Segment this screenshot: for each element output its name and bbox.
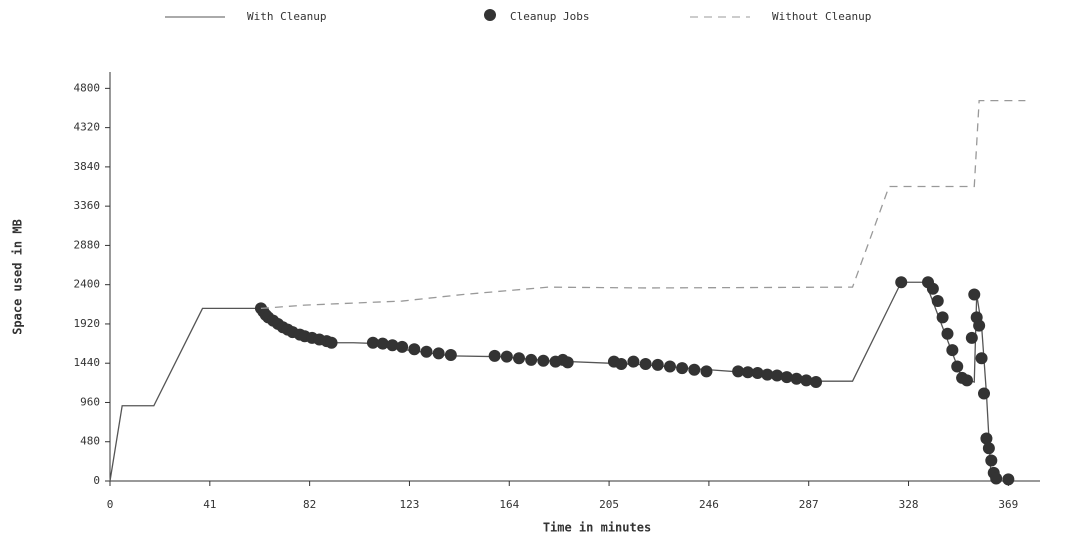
y-axis-label: Space used in MB xyxy=(11,219,25,335)
cleanup-job-point xyxy=(651,358,664,371)
cleanup-job-point xyxy=(978,387,991,400)
cleanup-job-point xyxy=(676,362,689,375)
cleanup-job-point xyxy=(946,344,959,357)
y-tick-label: 1440 xyxy=(74,356,101,369)
cleanup-job-point xyxy=(444,349,457,362)
x-tick-label: 82 xyxy=(303,498,316,511)
x-tick-label: 123 xyxy=(400,498,420,511)
cleanup-job-point xyxy=(432,347,445,360)
cleanup-job-point xyxy=(985,454,998,467)
series-line xyxy=(109,281,1009,482)
cleanup-job-point xyxy=(396,340,409,353)
cleanup-job-point xyxy=(537,354,550,367)
x-tick-label: 164 xyxy=(499,498,519,511)
cleanup-job-point xyxy=(780,371,793,384)
cleanup-job-point xyxy=(408,343,421,356)
cleanup-job-point xyxy=(376,337,389,350)
cleanup-job-point xyxy=(615,358,628,371)
series-line xyxy=(260,99,1026,310)
x-axis-label: Time in minutes xyxy=(543,521,651,535)
cleanup-job-point xyxy=(700,365,713,378)
cleanup-job-point xyxy=(936,311,949,324)
x-tick-label: 205 xyxy=(599,498,619,511)
x-tick-label: 246 xyxy=(699,498,719,511)
x-tick-label: 328 xyxy=(899,498,919,511)
y-tick-label: 480 xyxy=(80,435,100,448)
y-tick-label: 0 xyxy=(93,474,100,487)
cleanup-job-point xyxy=(639,358,652,371)
y-tick-label: 1920 xyxy=(74,317,101,330)
cleanup-job-point xyxy=(741,366,754,379)
cleanup-job-point xyxy=(975,352,988,365)
cleanup-job-point xyxy=(761,368,774,381)
cleanup-job-point xyxy=(688,363,701,376)
cleanup-job-point xyxy=(960,374,973,387)
cleanup-job-point xyxy=(895,276,908,289)
cleanup-job-point xyxy=(941,327,954,340)
legend-marker xyxy=(484,9,496,21)
cleanup-job-point xyxy=(800,374,813,387)
cleanup-job-point xyxy=(973,319,986,332)
cleanup-job-point xyxy=(513,352,526,365)
cleanup-job-point xyxy=(968,288,981,301)
x-tick-label: 0 xyxy=(107,498,114,511)
cleanup-job-point xyxy=(790,372,803,385)
cleanup-job-point xyxy=(732,365,745,378)
legend-label: With Cleanup xyxy=(247,10,326,23)
y-tick-label: 2880 xyxy=(74,238,101,251)
cleanup-job-point xyxy=(325,336,338,349)
y-tick-label: 3840 xyxy=(74,160,101,173)
cleanup-job-point xyxy=(990,472,1003,485)
cleanup-job-point xyxy=(951,360,964,373)
cleanup-job-point xyxy=(751,367,764,380)
cleanup-job-point xyxy=(771,369,784,382)
y-tick-label: 3360 xyxy=(74,199,101,212)
y-tick-label: 4800 xyxy=(74,81,101,94)
x-tick-label: 287 xyxy=(799,498,819,511)
y-tick-label: 2400 xyxy=(74,278,101,291)
cleanup-job-point xyxy=(366,336,379,349)
legend-label: Cleanup Jobs xyxy=(510,10,589,23)
cleanup-job-point xyxy=(980,432,993,445)
cleanup-job-point xyxy=(525,353,538,366)
cleanup-job-point xyxy=(982,442,995,455)
cleanup-job-point xyxy=(561,356,574,369)
cleanup-job-point xyxy=(663,360,676,373)
cleanup-job-point xyxy=(965,331,978,344)
y-tick-label: 960 xyxy=(80,395,100,408)
cleanup-job-point xyxy=(1002,473,1015,486)
cleanup-job-point xyxy=(488,349,501,362)
legend-label: Without Cleanup xyxy=(772,10,871,23)
y-tick-label: 4320 xyxy=(74,121,101,134)
cleanup-job-point xyxy=(386,339,399,352)
cleanup-job-point xyxy=(627,355,640,368)
cleanup-job-point xyxy=(931,295,944,308)
cleanup-job-point xyxy=(500,350,513,363)
cleanup-job-point xyxy=(420,345,433,358)
x-tick-label: 41 xyxy=(203,498,216,511)
cleanup-job-point xyxy=(810,376,823,389)
cleanup-job-point xyxy=(926,282,939,295)
x-tick-label: 369 xyxy=(998,498,1018,511)
